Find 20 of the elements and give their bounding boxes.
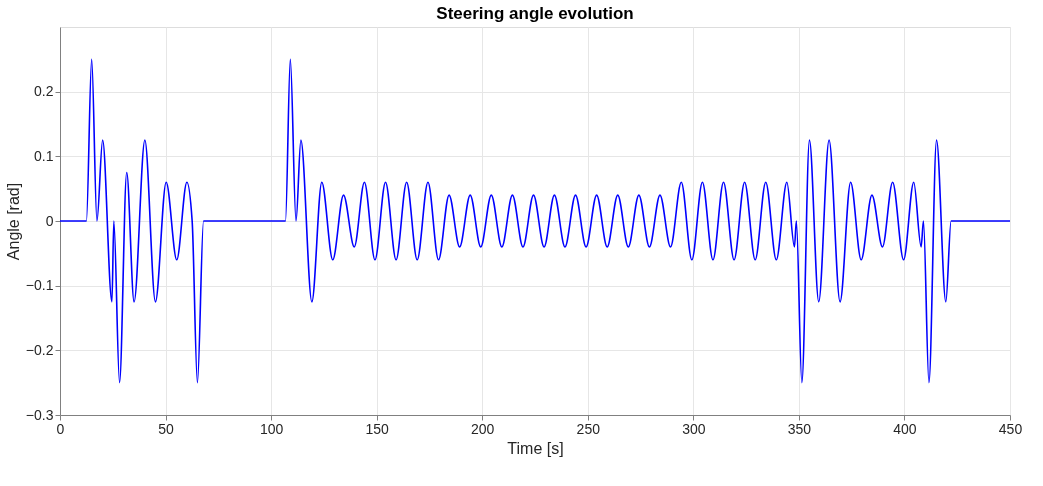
x-tick-label: 400 [893, 420, 917, 437]
x-tick-label: 0 [56, 420, 65, 437]
y-tick-label: −0.3 [25, 406, 54, 423]
x-tick-label: 250 [576, 420, 601, 437]
y-tick-label: 0.2 [34, 83, 54, 100]
line-series [59, 58, 1011, 384]
y-tick-label: 0.1 [34, 147, 54, 164]
x-tick-label: 350 [787, 420, 812, 437]
x-tick-label: 100 [259, 420, 284, 437]
x-tick-label: 50 [158, 420, 175, 437]
y-tick-label: 0 [45, 212, 54, 229]
x-tick-label: 150 [365, 420, 390, 437]
x-axis-title: Time [s] [507, 439, 564, 457]
y-tick-label: −0.1 [25, 277, 54, 294]
x-tick-label: 300 [682, 420, 706, 437]
x-tick-label: 200 [471, 420, 495, 437]
y-tick-label: −0.2 [25, 341, 54, 358]
y-axis-title: Angle [rad] [4, 182, 22, 261]
x-tick-label: 450 [998, 420, 1023, 437]
chart-title: Steering angle evolution [436, 4, 634, 23]
